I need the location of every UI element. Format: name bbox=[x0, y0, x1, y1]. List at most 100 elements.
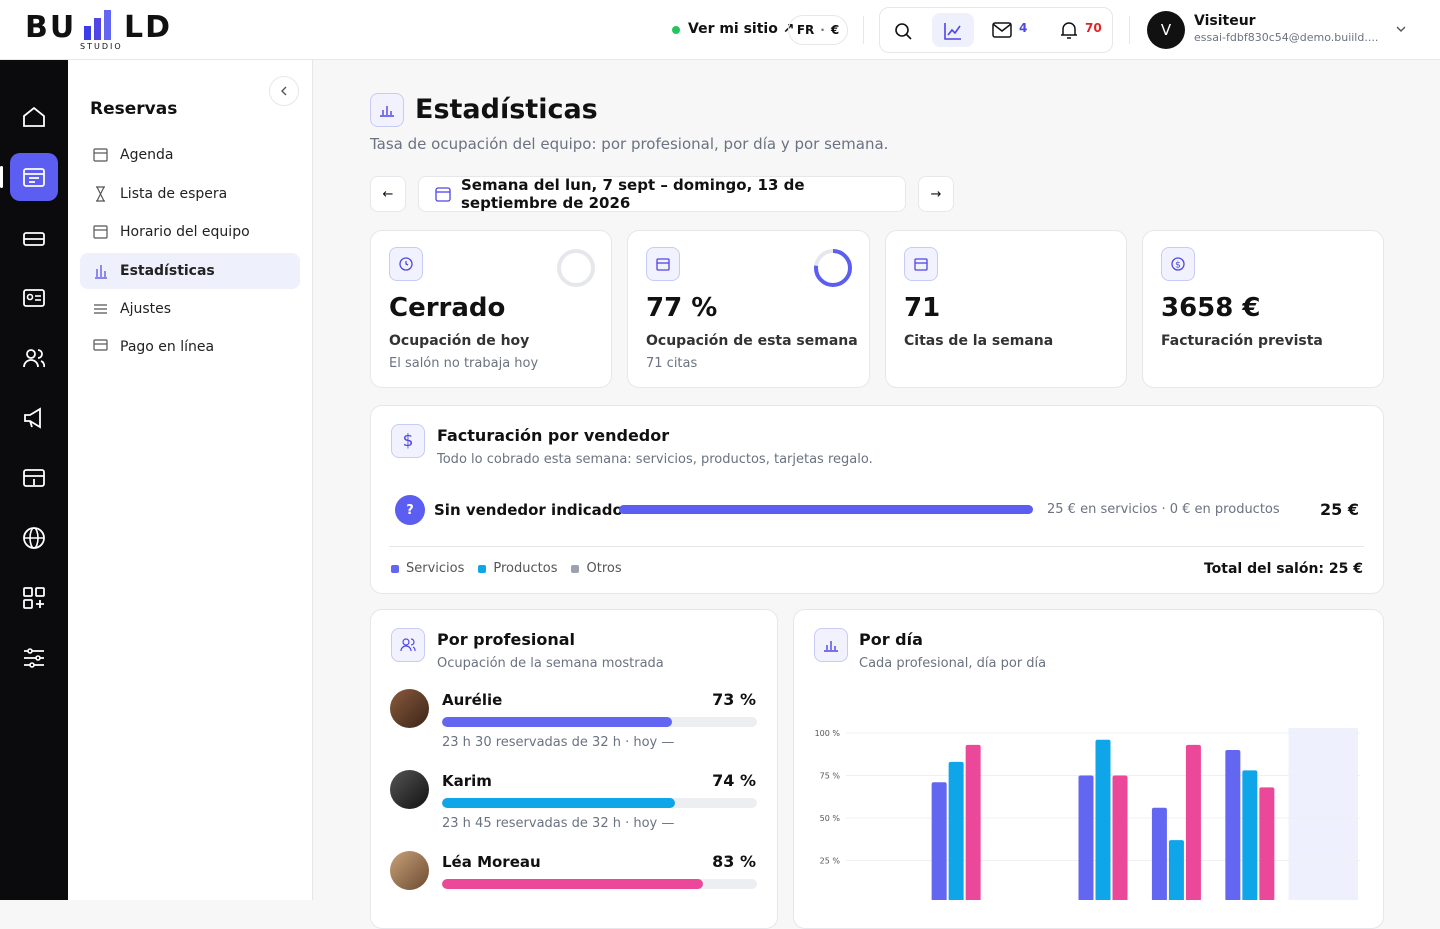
site-link[interactable]: Ver mi sitio ↗ bbox=[688, 21, 795, 37]
y-tick-label: 50 % bbox=[820, 814, 841, 823]
svg-text:$: $ bbox=[1175, 261, 1181, 271]
chart-icon bbox=[944, 23, 961, 40]
nav-item[interactable]: Horario del equipo bbox=[120, 224, 250, 240]
legend-swatch bbox=[571, 564, 580, 573]
next-week[interactable]: → bbox=[918, 176, 954, 212]
avatar-photo bbox=[390, 851, 429, 890]
y-tick-label: 75 % bbox=[820, 772, 841, 781]
avatar[interactable]: V bbox=[1147, 11, 1185, 49]
status-dot bbox=[672, 26, 680, 34]
day-icon bbox=[814, 628, 848, 662]
nav-item-active[interactable]: Estadísticas bbox=[80, 253, 300, 289]
sidebar-title: Reservas bbox=[90, 99, 178, 119]
pos-icon[interactable] bbox=[22, 466, 46, 490]
bell-icon[interactable] bbox=[1059, 20, 1079, 40]
chevron[interactable] bbox=[1395, 25, 1407, 35]
kpi-note: El salón no trabaja hoy bbox=[389, 356, 539, 371]
nav-item[interactable]: Ajustes bbox=[120, 301, 172, 317]
bar bbox=[1095, 739, 1111, 900]
bar bbox=[1151, 807, 1167, 900]
marketing-icon[interactable] bbox=[22, 406, 46, 430]
currency: € bbox=[830, 23, 840, 37]
kpi-value: 71 bbox=[904, 293, 941, 323]
person-name: Aurélie bbox=[442, 691, 503, 709]
calendar-icon[interactable] bbox=[22, 165, 46, 189]
nav-item[interactable]: Agenda bbox=[120, 147, 174, 163]
person-value: 83 % bbox=[712, 852, 756, 871]
professional-title: Por profesional bbox=[437, 630, 575, 649]
lang-switch[interactable]: FR · € bbox=[788, 15, 848, 45]
bar bbox=[1259, 787, 1275, 900]
kpi-icon: $ bbox=[1161, 247, 1195, 281]
mail-icon[interactable] bbox=[992, 22, 1012, 38]
person-name: Léa Moreau bbox=[442, 853, 541, 871]
icon-rail bbox=[0, 60, 68, 900]
client-icon[interactable] bbox=[22, 286, 46, 310]
person-name: Karim bbox=[442, 772, 492, 790]
settings-icon[interactable] bbox=[22, 646, 46, 670]
title-icon bbox=[370, 93, 404, 127]
vendor-bar bbox=[619, 505, 1033, 514]
kpi-value: Cerrado bbox=[389, 293, 506, 323]
chart-subtitle: Cada profesional, día por día bbox=[859, 656, 1047, 671]
page-title: Estadísticas bbox=[415, 94, 598, 125]
search-icon[interactable] bbox=[893, 21, 913, 41]
professional-subtitle: Ocupación de la semana mostrada bbox=[437, 656, 664, 671]
kpi-card: Cerrado Ocupación de hoy El salón no tra… bbox=[370, 230, 612, 388]
bar bbox=[1225, 750, 1241, 900]
week-selector[interactable]: Semana del lun, 7 sept – domingo, 13 de … bbox=[418, 176, 906, 212]
person-detail: 23 h 45 reservadas de 32 h · hoy — bbox=[442, 816, 675, 831]
week-icon bbox=[435, 187, 451, 202]
bar-fill bbox=[442, 717, 672, 727]
kpi-label: Ocupación de hoy bbox=[389, 333, 530, 349]
kpi-ring bbox=[557, 249, 595, 287]
collapse-button[interactable] bbox=[269, 76, 299, 106]
person-value: 73 % bbox=[712, 690, 756, 709]
divider bbox=[863, 16, 864, 44]
y-tick-label: 25 % bbox=[820, 857, 841, 866]
service-icon[interactable] bbox=[22, 226, 46, 250]
kpi-value: 77 % bbox=[646, 293, 718, 323]
lang: FR bbox=[796, 23, 815, 37]
kpi-ring bbox=[814, 249, 852, 287]
bar-track bbox=[442, 798, 757, 808]
bar bbox=[1168, 840, 1184, 900]
vendor-badge: ? bbox=[395, 495, 425, 525]
bell-count: 70 bbox=[1085, 21, 1102, 35]
kpi-label: Citas de la semana bbox=[904, 333, 1054, 349]
legend-swatch bbox=[478, 564, 487, 573]
avatar-photo bbox=[390, 689, 429, 728]
professional-card: Por profesional Ocupación de la semana m… bbox=[370, 609, 778, 929]
vendor-title: Facturación por vendedor bbox=[437, 426, 670, 445]
tool-group: 4 70 bbox=[879, 7, 1113, 53]
kpi-icon bbox=[389, 247, 423, 281]
legend-item: Productos bbox=[478, 561, 557, 576]
legend-item: Otros bbox=[571, 561, 622, 576]
vendor-detail: 25 € en servicios · 0 € en productos bbox=[1047, 502, 1280, 517]
mail-count: 4 bbox=[1019, 21, 1028, 35]
bar bbox=[1242, 770, 1258, 900]
highlight-column bbox=[1288, 728, 1358, 900]
prev-week[interactable]: ← bbox=[370, 176, 406, 212]
user-email: essai-fdbf830c54@demo.buiild.... bbox=[1194, 31, 1379, 44]
bar-track bbox=[442, 879, 757, 889]
vendor-subtitle: Todo lo cobrado esta semana: servicios, … bbox=[437, 452, 873, 467]
web-icon[interactable] bbox=[22, 526, 46, 550]
avatar-photo bbox=[390, 770, 429, 809]
kpi-card: 77 % Ocupación de esta semana 71 citas bbox=[627, 230, 870, 388]
vendor-card: $ Facturación por vendedor Todo lo cobra… bbox=[370, 405, 1384, 594]
team-icon[interactable] bbox=[22, 346, 46, 370]
active-item[interactable] bbox=[10, 153, 58, 201]
person-value: 74 % bbox=[712, 771, 756, 790]
bar bbox=[965, 744, 981, 900]
home-icon[interactable] bbox=[22, 105, 46, 129]
vendor-total: 25 € bbox=[1320, 500, 1359, 519]
logo-sub: STUDIO bbox=[80, 42, 123, 51]
bar-fill bbox=[442, 879, 704, 889]
bar bbox=[1078, 775, 1094, 900]
nav-item[interactable]: Lista de espera bbox=[120, 186, 228, 202]
page: BU LD STUDIO Ver mi sitio ↗ FR · € 4 70 V … bbox=[0, 7, 1440, 929]
bar-track bbox=[442, 717, 757, 727]
nav-item[interactable]: Pago en línea bbox=[120, 339, 215, 355]
apps-icon[interactable] bbox=[22, 586, 46, 610]
